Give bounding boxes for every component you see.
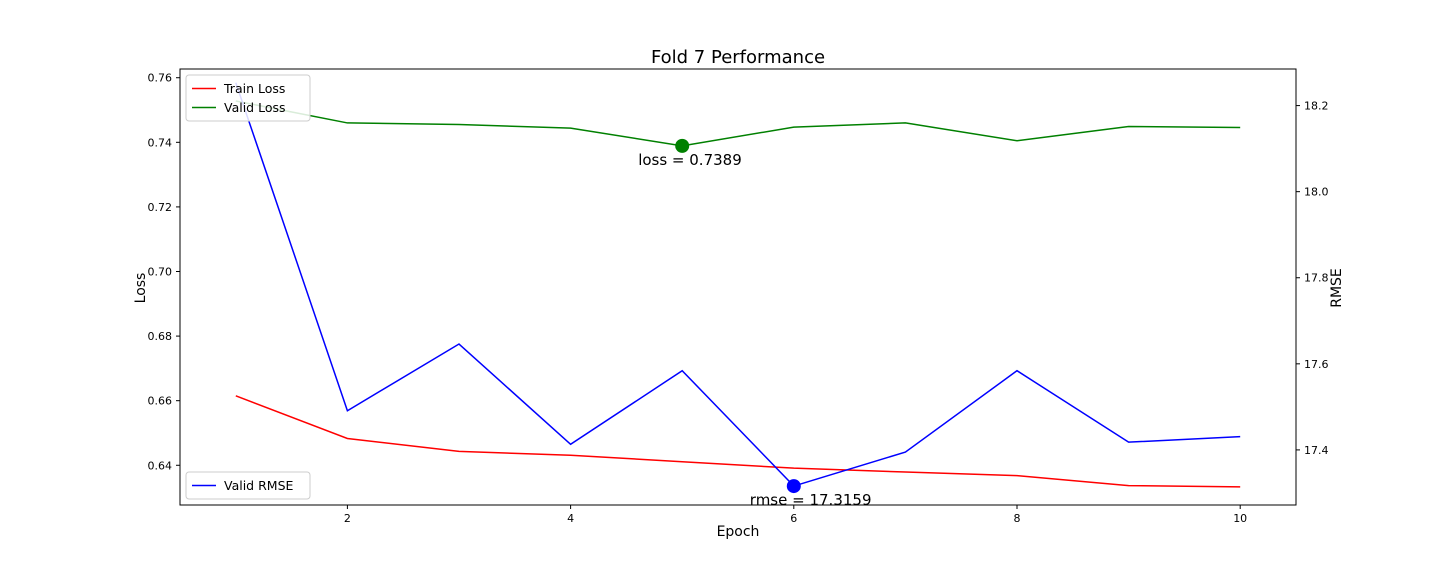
- plot-frame: [179, 68, 1297, 506]
- y-axis-label-right: RMSE: [1329, 268, 1345, 308]
- plot-area: 2 4 6 8 10 0.64 0.66 0.68 0.70 0.72 0.74 0.76 17.4 17…: [148, 68, 1329, 525]
- legend-box: [185, 471, 311, 500]
- x-tick-label: 4: [567, 512, 574, 525]
- x-tick-label: 8: [1014, 512, 1021, 525]
- y-left-tick-label: 0.72: [148, 201, 173, 214]
- y-left-tick-label: 0.66: [148, 395, 173, 408]
- annotation-marker: [786, 479, 801, 494]
- x-tick-label: 10: [1233, 512, 1247, 525]
- legend-label: Valid Loss: [224, 100, 286, 115]
- y-right-tick-label: 17.4: [1304, 444, 1329, 457]
- y-left-tick-label: 0.76: [148, 72, 173, 85]
- y-right-tick-label: 17.6: [1304, 358, 1329, 371]
- y-left-tick-label: 0.64: [148, 459, 173, 472]
- y-right-tick-label: 17.8: [1304, 272, 1329, 285]
- y-left-tick-label: 0.70: [148, 265, 173, 278]
- annotation-label: rmse = 17.3159: [750, 491, 872, 509]
- y-axis-label-left: Loss: [133, 273, 149, 304]
- y-left-tick-label: 0.68: [148, 330, 173, 343]
- chart-title: Fold 7 Performance: [651, 47, 825, 68]
- legend-label: Valid RMSE: [224, 478, 293, 493]
- y-right-tick-label: 18.2: [1304, 100, 1329, 113]
- series-line-valid-rmse: [235, 82, 1241, 487]
- x-axis-label: Epoch: [717, 524, 760, 540]
- y-right-tick-label: 18.0: [1304, 186, 1329, 199]
- series-line-valid-loss: [235, 100, 1241, 147]
- series-line-train-loss: [235, 395, 1241, 488]
- x-tick-label: 6: [790, 512, 797, 525]
- annotation-marker: [675, 138, 690, 153]
- annotation-label: loss = 0.7389: [638, 151, 742, 169]
- y-left-tick-label: 0.74: [148, 136, 173, 149]
- legend-label: Train Loss: [223, 81, 285, 96]
- x-tick-label: 2: [344, 512, 351, 525]
- legend-box: [185, 74, 311, 122]
